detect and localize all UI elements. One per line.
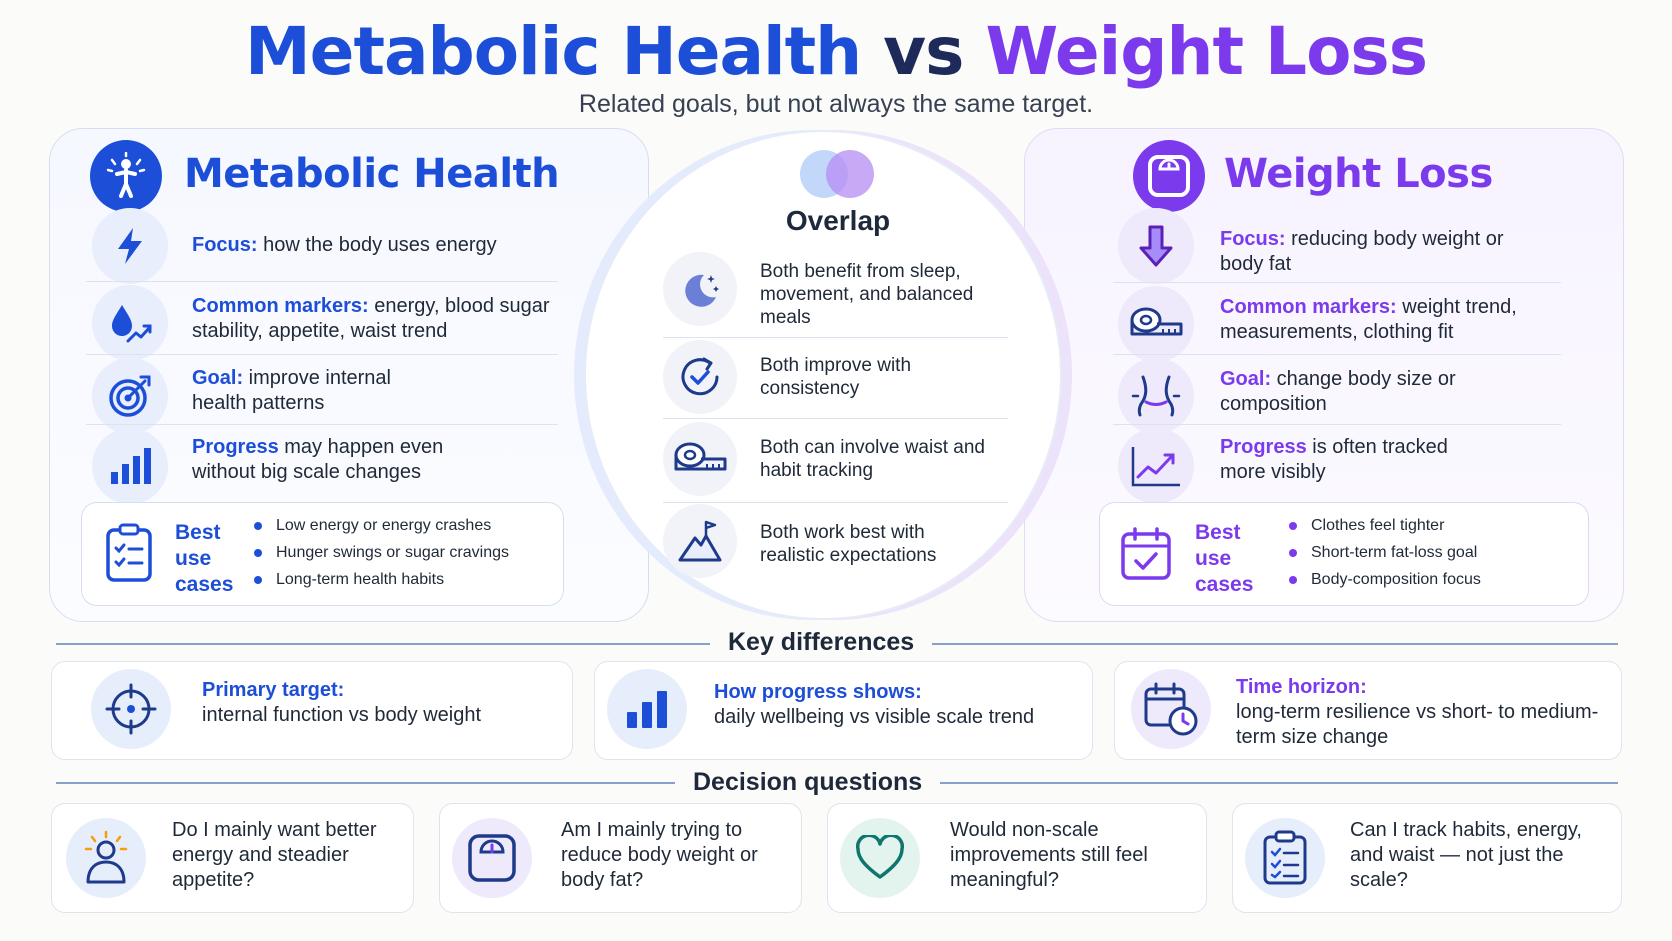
divider [86, 281, 558, 282]
weight-focus-text: Focus: reducing body weight or body fat [1220, 227, 1510, 277]
blood-drop-trend-icon [92, 285, 168, 361]
metabolic-best-use-cases [81, 502, 564, 606]
metabolic-goal-value: improve internal health patterns [192, 367, 391, 414]
list-item: Short-term fat-loss goal [1289, 539, 1579, 566]
divider [663, 418, 1008, 419]
weight-loss-heading: Weight Loss [1224, 151, 1493, 197]
metabolic-best-label: Best use cases [175, 521, 234, 596]
title-vs: vs [883, 13, 964, 90]
key-diff-progress-value: daily wellbeing vs visible scale trend [714, 706, 1035, 728]
list-item: Low energy or energy crashes [254, 512, 554, 539]
weight-markers-text: Common markers: weight trend, measuremen… [1220, 295, 1565, 345]
clipboard-checklist-icon [104, 522, 154, 589]
overlap-item-tracking: Both can involve waist and habit trackin… [760, 437, 985, 481]
metabolic-focus-key: Focus: [192, 234, 258, 256]
weight-goal-value: change body size or composition [1220, 368, 1456, 415]
bar-chart-icon [607, 669, 687, 749]
weight-best-use-cases [1099, 502, 1589, 606]
divider [663, 502, 1008, 503]
list-item: Long-term health habits [254, 566, 554, 593]
metabolic-markers-value: energy, blood sugar stability, appetite,… [192, 295, 550, 342]
decision-question-non-scale: Would non-scale improvements still feel … [950, 819, 1148, 891]
target-icon [92, 358, 168, 434]
metabolic-focus-text: Focus: how the body uses energy [192, 233, 552, 258]
list-item: Clothes feel tighter [1289, 512, 1579, 539]
scale-icon [1133, 140, 1205, 212]
line-chart-icon [1118, 428, 1194, 504]
clipboard-checklist-icon [1245, 818, 1325, 898]
divider [663, 337, 1008, 338]
moon-stars-icon [663, 252, 737, 326]
venn-circles-icon [798, 148, 878, 205]
metabolic-progress-key: Progress [192, 436, 279, 458]
weight-focus-key: Focus: [1220, 228, 1286, 250]
weight-focus-value: reducing body weight or body fat [1220, 228, 1504, 275]
heart-icon [840, 818, 920, 898]
weight-progress-key: Progress [1220, 436, 1307, 458]
metabolic-progress-value: may happen even without big scale change… [192, 436, 444, 483]
person-energy-icon [90, 140, 162, 212]
decision-question-tracking: Can I track habits, energy, and waist — … [1350, 819, 1582, 891]
metabolic-progress-text: Progress may happen even without big sca… [192, 435, 482, 485]
circular-check-icon [663, 340, 737, 414]
mountain-flag-icon [663, 504, 737, 578]
tape-measure-icon [1118, 286, 1194, 362]
weight-progress-text: Progress is often tracked more visibly [1220, 435, 1480, 485]
tape-measure-icon [663, 422, 737, 496]
page-title: Metabolic Health vs Weight Loss [0, 6, 1672, 98]
overlap-item-expectations: Both work best with realistic expectatio… [760, 522, 937, 566]
lightning-icon [92, 208, 168, 284]
divider [86, 354, 558, 355]
arrow-down-icon [1118, 208, 1194, 284]
decision-question-energy: Do I mainly want better energy and stead… [172, 819, 377, 891]
waist-icon [1118, 358, 1194, 434]
overlap-item-consistency: Both improve with consistency [760, 355, 912, 399]
divider [1113, 424, 1561, 425]
metabolic-health-heading: Metabolic Health [184, 151, 560, 197]
weight-goal-text: Goal: change body size or composition [1220, 367, 1480, 417]
decision-questions-heading: Decision questions [675, 768, 941, 797]
weight-progress-value: is often tracked more visibly [1220, 436, 1448, 483]
list-item: Hunger swings or sugar cravings [254, 539, 554, 566]
key-diff-progress-text: How progress shows: daily wellbeing vs v… [714, 680, 1084, 730]
weight-best-label: Best use cases [1195, 521, 1254, 596]
weight-goal-key: Goal: [1220, 368, 1272, 390]
title-weight-loss: Weight Loss [985, 13, 1428, 90]
key-diff-primary-target-text: Primary target: internal function vs bod… [202, 678, 562, 728]
metabolic-goal-text: Goal: improve internal health patterns [192, 366, 432, 416]
key-diff-progress-key: How progress shows: [714, 681, 922, 703]
key-differences-heading: Key differences [710, 628, 933, 657]
weight-best-list: Clothes feel tighter Short-term fat-loss… [1289, 512, 1579, 593]
metabolic-markers-text: Common markers: energy, blood sugar stab… [192, 294, 552, 344]
metabolic-goal-key: Goal: [192, 367, 244, 389]
divider [1113, 354, 1561, 355]
decision-question-weight: Am I mainly trying to reduce body weight… [561, 819, 758, 891]
title-metabolic-health: Metabolic Health [245, 13, 862, 90]
key-diff-primary-target-value: internal function vs body weight [202, 704, 482, 726]
divider [1113, 282, 1561, 283]
calendar-check-icon [1120, 526, 1172, 587]
divider [86, 424, 558, 425]
bar-chart-icon [92, 428, 168, 504]
metabolic-markers-key: Common markers: [192, 295, 369, 317]
person-sun-icon [66, 818, 146, 898]
weight-markers-value: weight trend, measurements, clothing fit [1220, 296, 1517, 343]
calendar-clock-icon [1131, 669, 1211, 749]
scale-icon [452, 818, 532, 898]
key-diff-time-horizon-value: long-term resilience vs short- to medium… [1236, 701, 1599, 748]
page-subtitle: Related goals, but not always the same t… [578, 90, 1094, 118]
metabolic-best-list: Low energy or energy crashes Hunger swin… [254, 512, 554, 593]
key-diff-time-horizon-key: Time horizon: [1236, 676, 1367, 698]
key-diff-primary-target-key: Primary target: [202, 679, 345, 701]
overlap-item-sleep: Both benefit from sleep, movement, and b… [760, 261, 974, 328]
weight-markers-key: Common markers: [1220, 296, 1397, 318]
crosshair-icon [91, 669, 171, 749]
overlap-heading: Overlap [785, 205, 891, 236]
list-item: Body-composition focus [1289, 566, 1579, 593]
key-diff-time-horizon-text: Time horizon: long-term resilience vs sh… [1236, 675, 1616, 750]
metabolic-focus-value: how the body uses energy [257, 234, 497, 256]
